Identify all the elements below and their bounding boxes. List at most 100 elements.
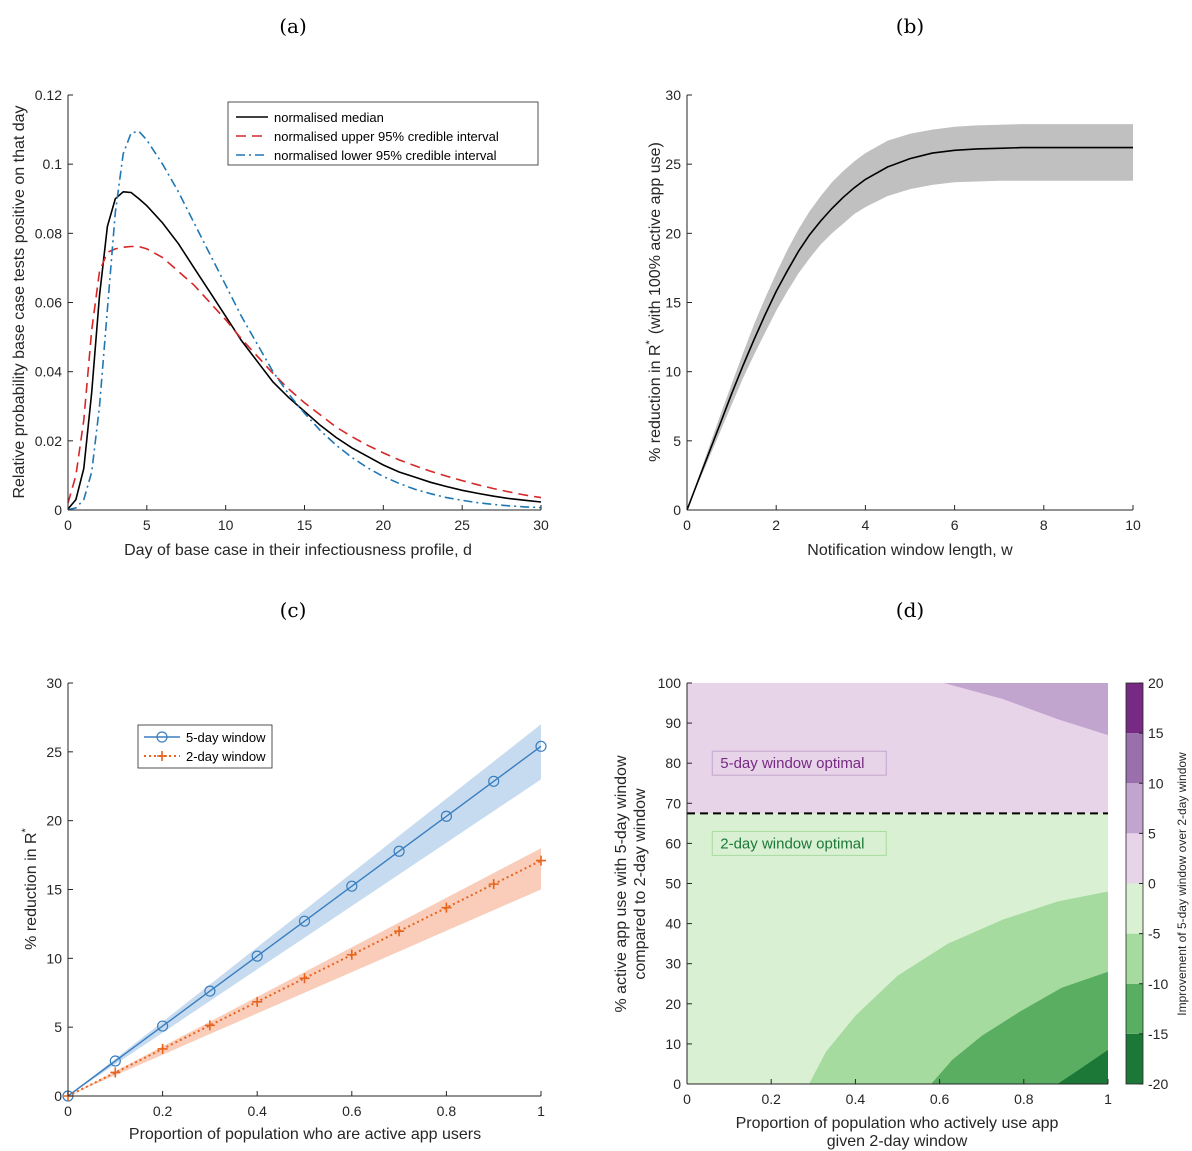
- chart-a-xlabel: Day of base case in their infectiousness…: [124, 542, 472, 559]
- x-tick-label: 8: [1040, 517, 1048, 533]
- colorbar-tick-label: 15: [1148, 725, 1164, 741]
- y-tick-label: 30: [665, 87, 681, 103]
- data-point: [110, 1067, 121, 1078]
- series-line-1: [67, 245, 542, 504]
- colorbar-tick-label: 10: [1148, 775, 1164, 791]
- y-tick-label: 15: [46, 882, 62, 898]
- series-line-0: [67, 745, 542, 1097]
- legend-entry: 2-day window: [186, 749, 266, 764]
- region-label: 2-day window optimal: [720, 835, 864, 852]
- data-point: [394, 926, 405, 937]
- y-tick-label: 30: [665, 956, 681, 972]
- x-tick-label: 1: [537, 1103, 545, 1119]
- chart-d-ylabel-line2: compared to 2-day window: [632, 788, 649, 980]
- x-tick-label: 0: [64, 517, 72, 533]
- x-tick-label: 0.8: [437, 1103, 457, 1119]
- x-tick-label: 10: [218, 517, 234, 533]
- median-line: [686, 146, 1133, 511]
- y-tick-label: 100: [658, 675, 682, 691]
- legend-entry: 5-day window: [186, 730, 266, 745]
- panel-label-b: (b): [896, 14, 924, 38]
- x-tick-label: 25: [454, 517, 470, 533]
- series-line-2: [67, 130, 542, 511]
- data-point: [299, 973, 310, 984]
- colorbar-tick-label: 0: [1148, 876, 1156, 892]
- y-tick-label: 90: [665, 715, 681, 731]
- x-tick-label: 15: [297, 517, 313, 533]
- x-tick-label: 30: [533, 517, 549, 533]
- y-tick-label: 50: [665, 876, 681, 892]
- chart-a-axes: 0 5 10 15 20 25 30 0 0.02 0.04 0.06 0.08 0.1 0.12: [35, 87, 549, 533]
- data-point: [251, 950, 263, 962]
- x-tick-label: 5: [143, 517, 151, 533]
- data-point: [535, 740, 547, 752]
- chart-d-xlabel-line2: given 2-day window: [827, 1133, 968, 1150]
- data-point: [488, 775, 500, 787]
- chart-c-ylabel: % reduction in R*: [20, 827, 40, 949]
- data-point: [346, 949, 357, 960]
- y-tick-label: 0.12: [35, 87, 62, 103]
- credible-band: [687, 124, 1133, 510]
- chart-d-xlabel-line1: Proportion of population who actively us…: [736, 1115, 1059, 1132]
- chart-b-xlabel: Notification window length, w: [807, 542, 1013, 559]
- chart-c-ylabel-sup: *: [20, 827, 32, 832]
- data-point: [298, 915, 311, 927]
- x-tick-label: 0.2: [153, 1103, 173, 1119]
- chart-b-ylabel-sup: *: [644, 340, 656, 345]
- y-tick-label: 20: [46, 813, 62, 829]
- colorbar-tick-label: -15: [1148, 1026, 1168, 1042]
- x-tick-label: 0.6: [342, 1103, 362, 1119]
- y-tick-label: 15: [665, 295, 681, 311]
- x-tick-label: 0: [683, 1091, 691, 1107]
- chart-b: 0 2 4 6 8 10 0 5 10 15 20 25 30 Notification window …: [644, 87, 1141, 559]
- y-tick-label: 0: [673, 1076, 681, 1092]
- chart-b-axes: 0 2 4 6 8 10 0 5 10 15 20 25 30: [665, 87, 1141, 533]
- colorbar-tick-label: -5: [1148, 926, 1161, 942]
- colorbar-segment: [1126, 1033, 1143, 1084]
- x-tick-label: 4: [862, 517, 870, 533]
- data-point: [441, 902, 452, 913]
- x-tick-label: 0: [683, 517, 691, 533]
- x-tick-label: 0.4: [846, 1091, 866, 1107]
- series-line-0: [67, 190, 542, 510]
- x-tick-label: 1: [1104, 1091, 1112, 1107]
- data-point: [488, 879, 499, 890]
- chart-c-ylabel-main: % reduction in R: [23, 832, 40, 949]
- x-tick-label: 6: [951, 517, 959, 533]
- chart-c-legend: 5-day window 2-day window: [137, 724, 273, 769]
- legend-entry: normalised lower 95% credible interval: [274, 148, 497, 163]
- panel-label-c: (c): [280, 598, 307, 622]
- data-point: [204, 985, 216, 997]
- y-tick-label: 80: [665, 755, 681, 771]
- x-tick-label: 0.8: [1014, 1091, 1034, 1107]
- data-point: [536, 855, 546, 866]
- y-tick-label: 10: [46, 950, 62, 966]
- x-tick-label: 0.2: [761, 1091, 781, 1107]
- chart-b-ylabel-main: % reduction in R: [647, 345, 664, 462]
- y-tick-label: 25: [665, 156, 681, 172]
- colorbar-segment: [1126, 983, 1143, 1034]
- chart-a: 0 5 10 15 20 25 30 0 0.02 0.04 0.06 0.08 0.1 0.12 nor…: [11, 87, 549, 559]
- colorbar-tick-label: -20: [1148, 1076, 1168, 1092]
- colorbar-segment: [1126, 683, 1143, 734]
- x-tick-label: 2: [772, 517, 780, 533]
- colorbar-segment: [1126, 733, 1143, 784]
- region-label-box: [711, 750, 887, 776]
- y-tick-label: 20: [665, 225, 681, 241]
- x-tick-label: 0.6: [930, 1091, 950, 1107]
- chart-c-series: [62, 724, 547, 1102]
- data-point: [157, 1043, 168, 1054]
- colorbar-segment: [1126, 833, 1143, 884]
- chart-d-colorbar-label: Improvement of 5-day window over 2-day w…: [1175, 752, 1189, 1016]
- band-1: [68, 848, 541, 1096]
- y-tick-label: 0.04: [35, 364, 62, 380]
- colorbar-tick-label: 20: [1148, 675, 1164, 691]
- y-tick-label: 60: [665, 835, 681, 851]
- y-tick-label: 40: [665, 916, 681, 932]
- data-point: [109, 1055, 121, 1067]
- chart-d: 5-day window optimal 2-day window optimal…: [613, 675, 1189, 1150]
- chart-c-xlabel: Proportion of population who are active …: [129, 1126, 481, 1143]
- contour-region-0: [943, 683, 1108, 736]
- chart-a-legend: normalised median normalised upper 95% cr…: [227, 101, 539, 166]
